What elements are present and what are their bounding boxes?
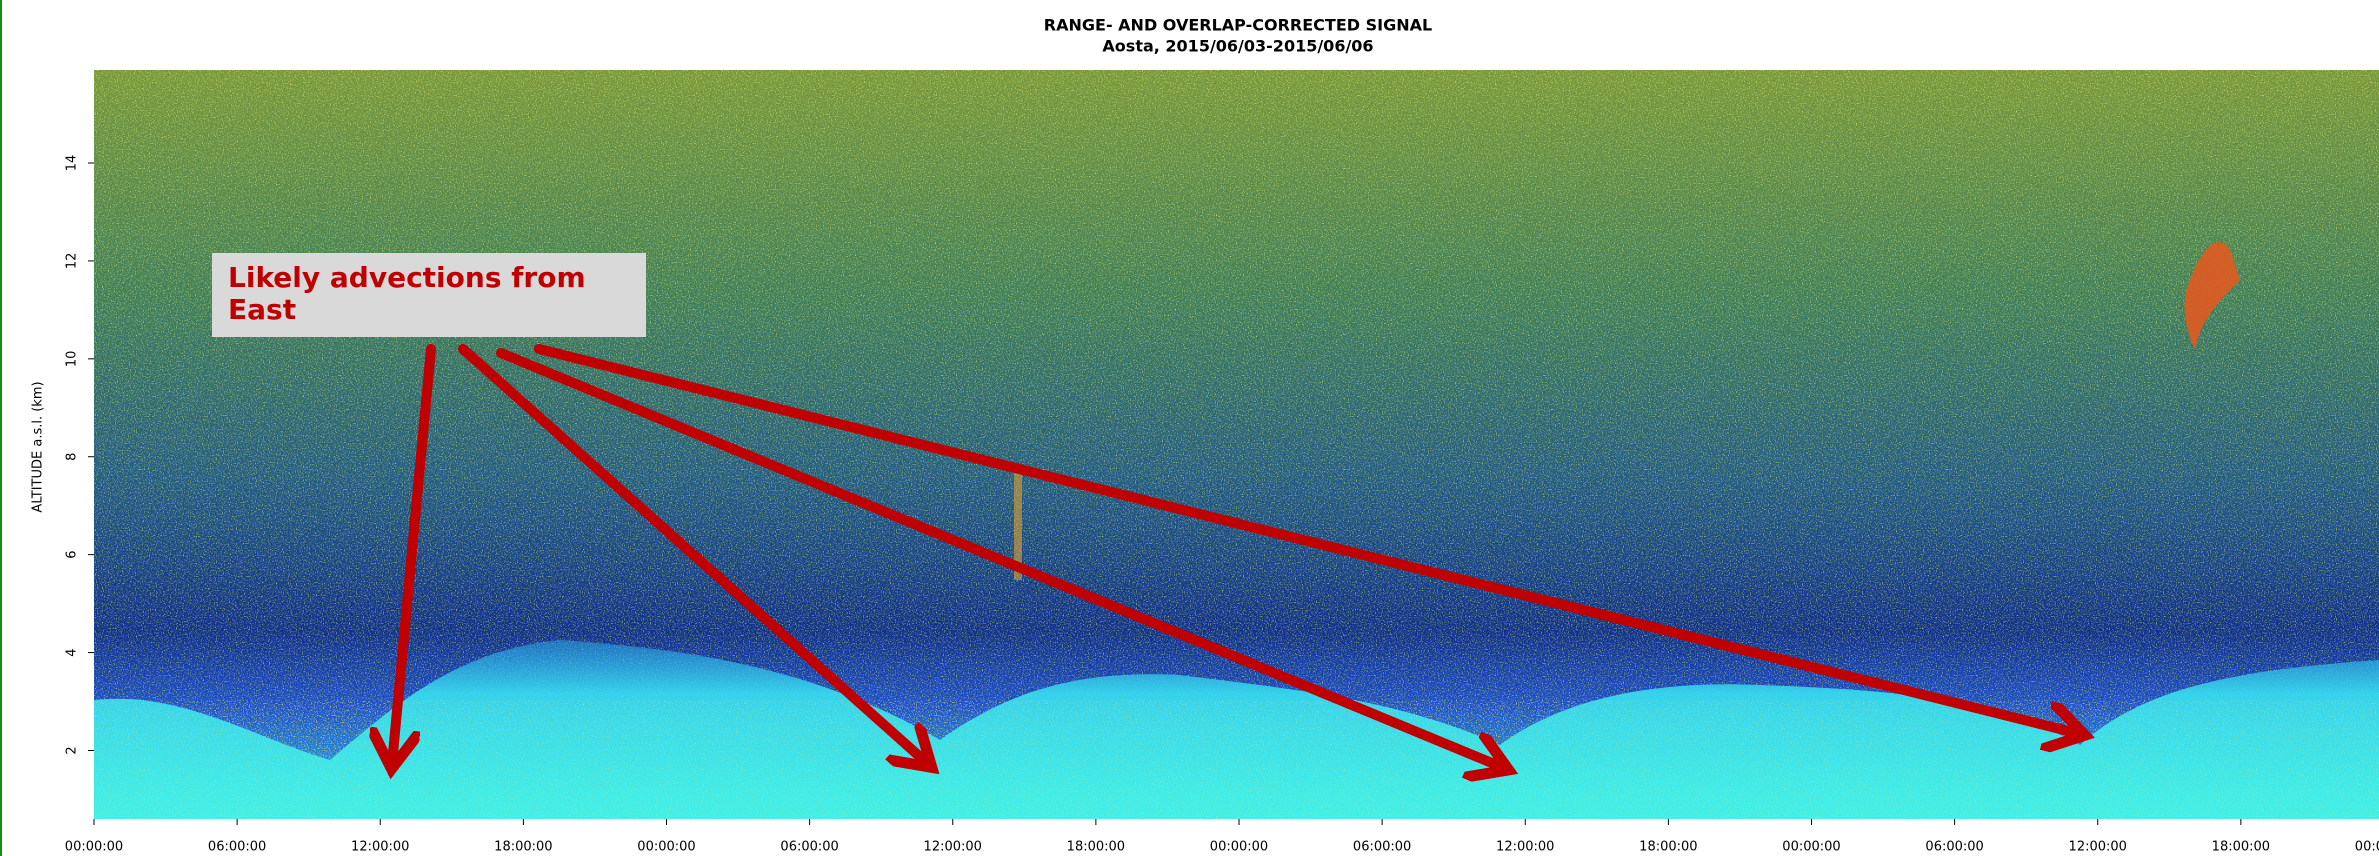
annotation-box [212,253,646,337]
x-tick-label: 06:00:00 [208,840,266,855]
x-tick-label: 12:00:00 [2069,840,2127,855]
x-tick-label: 00:00:00 [65,840,123,855]
arrow [392,344,436,764]
x-tick-label: 06:00:00 [1353,840,1411,855]
x-tick-label: 12:00:00 [351,840,409,855]
x-tick-label: 00:00:00 [1782,840,1840,855]
arrow [496,348,1504,768]
boundary-layer-noise [94,700,2379,819]
x-tick-label: 12:00:00 [1496,840,1554,855]
arrow [458,344,928,764]
y-axis-label: ALTITUDE a.s.l. (km) [31,381,46,512]
y-tick-label: 10 [65,351,80,368]
chart-subtitle: Aosta, 2015/06/03-2015/06/06 [1102,37,1373,56]
x-tick-label: 18:00:00 [1639,840,1697,855]
x-tick-label: 00:00:00 [1210,840,1268,855]
arrow [534,344,2080,734]
x-tick-label: 18:00:00 [494,840,552,855]
annotation: Likely advections from East [228,262,586,326]
heatmap [94,70,2379,819]
chart-title: RANGE- AND OVERLAP-CORRECTED SIGNAL [1044,16,1432,35]
x-tick-label: 00:00:00 [2355,840,2379,855]
cloud [1014,470,1022,580]
y-tick-label: 2 [65,746,80,754]
x-tick-label: 00:00:00 [637,840,695,855]
arrows [392,344,2080,768]
cloud [2184,242,2240,350]
x-tick-label: 06:00:00 [1925,840,1983,855]
y-tick-label: 4 [65,648,80,656]
y-tick-label: 6 [65,551,80,559]
y-tick-label: 8 [65,453,80,461]
y-tick-label: 14 [65,155,80,172]
x-tick-label: 18:00:00 [1067,840,1125,855]
y-tick-label: 12 [65,253,80,270]
annotation-text: Likely advections from East [228,262,586,326]
x-tick-label: 18:00:00 [2212,840,2270,855]
x-tick-label: 12:00:00 [924,840,982,855]
x-tick-label: 06:00:00 [780,840,838,855]
